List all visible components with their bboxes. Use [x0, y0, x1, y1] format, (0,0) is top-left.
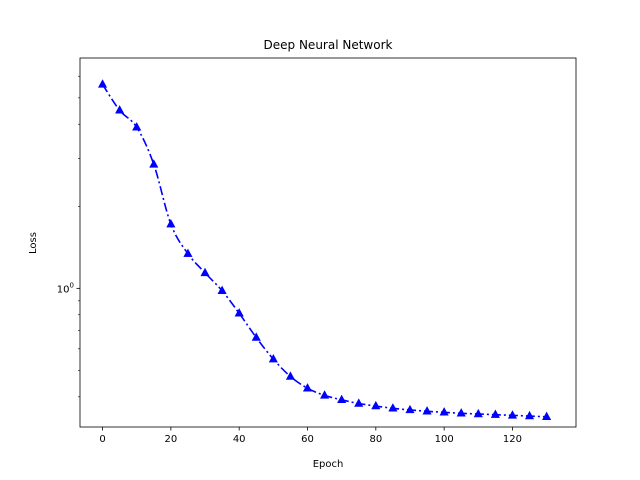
x-tick-label: 0 [99, 434, 105, 445]
y-tick-label: 100 [57, 281, 74, 295]
data-point-marker [115, 105, 125, 114]
data-point-marker [388, 403, 398, 412]
data-point-marker [439, 407, 449, 416]
plot-area [80, 58, 576, 427]
data-point-marker [320, 390, 330, 399]
data-point-marker [473, 408, 483, 418]
plot-frame [79, 57, 577, 428]
data-point-marker [166, 219, 176, 228]
data-point-marker [268, 354, 278, 363]
x-tick-label: 100 [435, 434, 454, 445]
data-point-marker [405, 404, 415, 414]
x-tick-label: 20 [164, 434, 177, 445]
data-point-marker [97, 79, 108, 88]
x-axis-label: Epoch [313, 459, 344, 470]
data-point-marker [507, 410, 518, 419]
x-tick-label: 60 [301, 434, 314, 445]
data-point-marker [422, 406, 432, 415]
x-axis: 0 20 40 60 80 100 120 [99, 427, 522, 445]
data-point-marker [524, 410, 535, 420]
data-point-marker [234, 308, 244, 317]
data-point-marker [490, 409, 500, 418]
y-axis: 100 [57, 75, 80, 398]
data-point-marker [217, 285, 227, 294]
chart-title: Deep Neural Network [264, 38, 393, 52]
data-point-marker [285, 371, 295, 380]
data-point-marker [302, 383, 313, 392]
data-point-marker [149, 159, 159, 168]
data-point-marker [542, 411, 552, 420]
data-point-marker [354, 398, 364, 407]
data-point-marker [132, 122, 142, 131]
data-point-marker [251, 332, 261, 341]
y-axis-label: Loss [28, 232, 39, 254]
data-point-marker [371, 400, 381, 410]
data-point-marker [200, 267, 210, 277]
data-point-marker [456, 408, 466, 417]
x-tick-label: 80 [369, 434, 382, 445]
data-point-marker [337, 394, 347, 404]
series-layer [97, 79, 552, 420]
x-tick-label: 120 [503, 434, 522, 445]
x-tick-label: 40 [233, 434, 246, 445]
data-point-marker [183, 248, 193, 257]
